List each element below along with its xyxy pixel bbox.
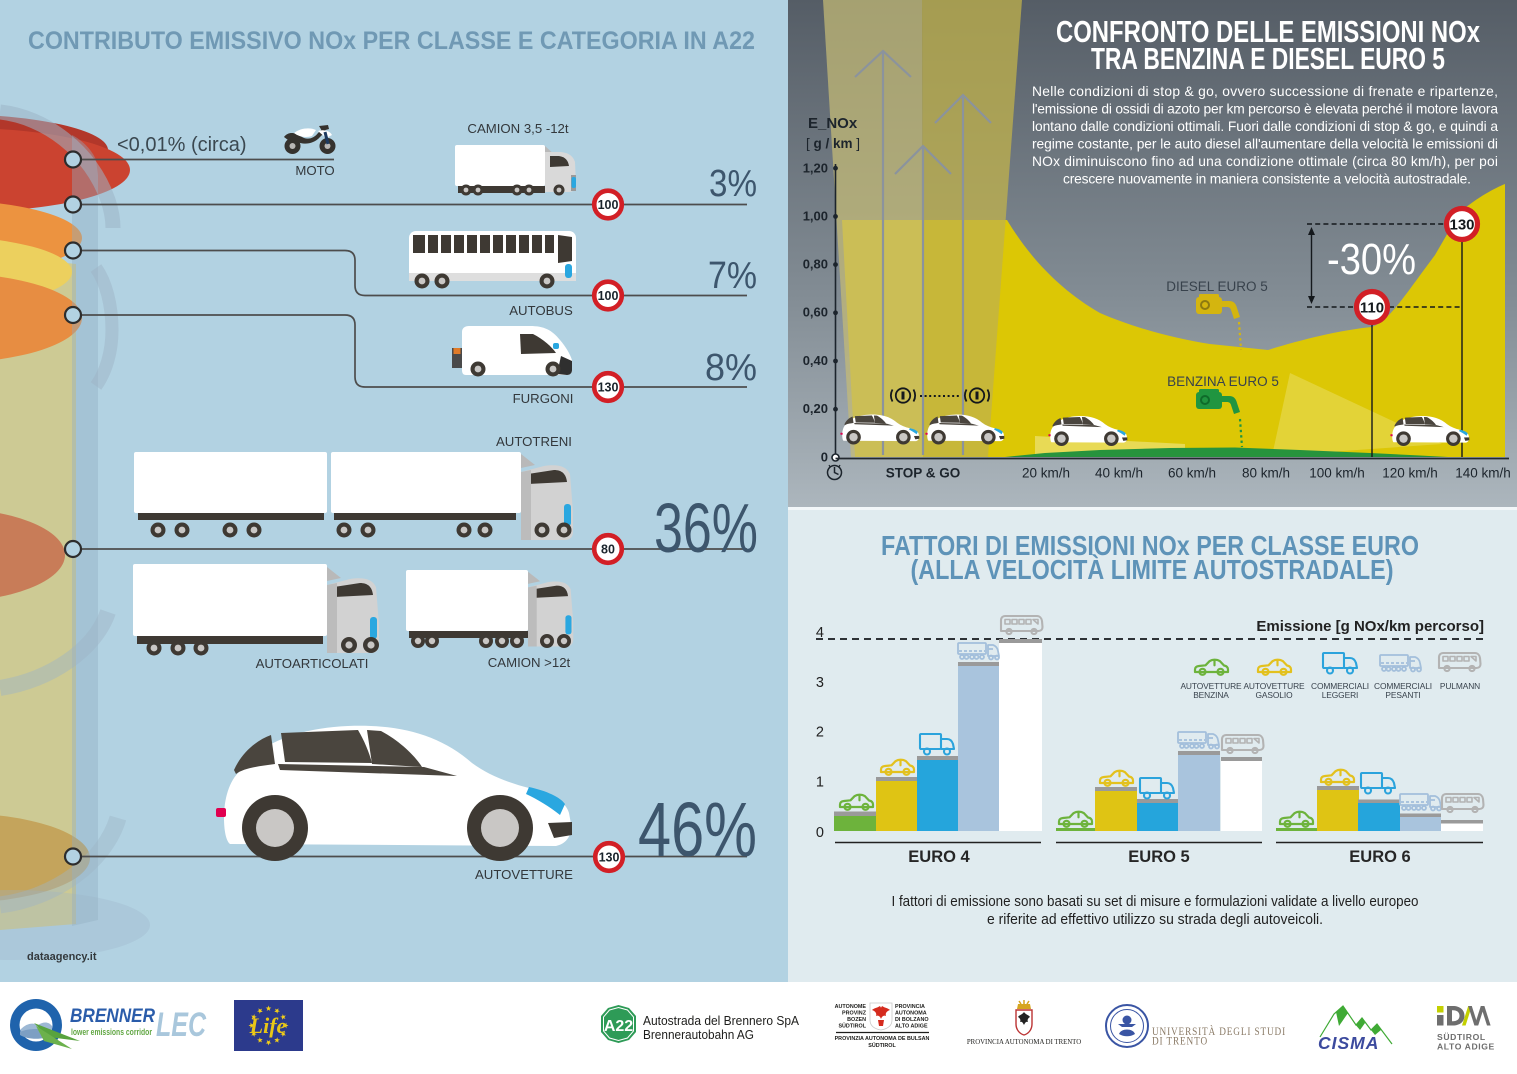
svg-text:ALTO ADIGE: ALTO ADIGE — [1437, 1042, 1495, 1052]
svg-text:PULMANN: PULMANN — [1440, 681, 1480, 691]
svg-text:120 km/h: 120 km/h — [1382, 466, 1438, 481]
svg-text:20 km/h: 20 km/h — [1022, 466, 1070, 481]
svg-text:l'emissione di ossidi di azoto: l'emissione di ossidi di azoto per km pe… — [1032, 102, 1498, 117]
svg-text:1,20: 1,20 — [803, 161, 828, 176]
svg-text:AUTOVETTURE: AUTOVETTURE — [475, 867, 573, 882]
svg-text:DIESEL EURO 5: DIESEL EURO 5 — [1166, 279, 1268, 294]
svg-text:regime costante, per le auto d: regime costante, per le auto diesel all'… — [1032, 137, 1498, 152]
svg-text:4: 4 — [816, 625, 824, 641]
svg-text:Nelle condizioni di stop & go,: Nelle condizioni di stop & go, ovvero su… — [1032, 84, 1498, 99]
svg-text:crescere nuovamente in maniera: crescere nuovamente in maniera consisten… — [1063, 172, 1471, 187]
svg-text:BOZEN: BOZEN — [847, 1017, 866, 1023]
svg-text:E_NOx: E_NOx — [808, 115, 858, 132]
svg-text:SÜDTIROL: SÜDTIROL — [838, 1023, 866, 1030]
svg-text:A22: A22 — [604, 1018, 633, 1035]
svg-text:AUTOVETTURE: AUTOVETTURE — [1180, 681, 1242, 691]
svg-text:-30%: -30% — [1327, 235, 1416, 284]
svg-text:DI TRENTO: DI TRENTO — [1152, 1034, 1208, 1048]
svg-text:CONTRIBUTO EMISSIVO NOx PER CL: CONTRIBUTO EMISSIVO NOx PER CLASSE E CAT… — [28, 27, 755, 55]
svg-text:(ALLA VELOCITÀ LIMITE AUTOSTRA: (ALLA VELOCITÀ LIMITE AUTOSTRADALE) — [911, 554, 1394, 585]
svg-text:<0,01% (circa): <0,01% (circa) — [117, 134, 247, 156]
svg-text:AUTONOMA: AUTONOMA — [895, 1011, 927, 1017]
svg-text:EURO 5: EURO 5 — [1128, 848, 1189, 866]
svg-text:130: 130 — [1449, 217, 1474, 234]
svg-text:ALTO ADIGE: ALTO ADIGE — [895, 1024, 928, 1030]
svg-text:STOP & GO: STOP & GO — [886, 466, 961, 481]
svg-text:AUTOARTICOLATI: AUTOARTICOLATI — [256, 656, 369, 671]
svg-text:0,60: 0,60 — [803, 305, 828, 320]
svg-text:80: 80 — [601, 543, 615, 557]
svg-text:AUTOBUS: AUTOBUS — [509, 303, 573, 318]
svg-text:COMMERCIALI: COMMERCIALI — [1374, 681, 1432, 691]
svg-text:EURO 4: EURO 4 — [908, 848, 970, 866]
svg-text:CAMION 3,5 -12t: CAMION 3,5 -12t — [467, 121, 568, 136]
svg-text:SÜDTIROL: SÜDTIROL — [868, 1042, 896, 1049]
svg-text:lontano dalle condizioni ottim: lontano dalle condizioni ottimali. Fuori… — [1032, 119, 1498, 134]
svg-text:I fattori di emissione sono ba: I fattori di emissione sono basati su se… — [892, 893, 1419, 910]
svg-text:2: 2 — [816, 725, 824, 741]
svg-text:UNIVERSITÀ DEGLI STUDI: UNIVERSITÀ DEGLI STUDI — [1152, 1024, 1286, 1038]
svg-text:0,40: 0,40 — [803, 353, 828, 368]
svg-text:PROVINZIA AUTONOMA DE BULSAN: PROVINZIA AUTONOMA DE BULSAN — [835, 1036, 930, 1042]
svg-text:LEC: LEC — [156, 1006, 206, 1044]
svg-text:80 km/h: 80 km/h — [1242, 466, 1290, 481]
svg-text:DI BOLZANO: DI BOLZANO — [895, 1017, 929, 1023]
svg-text:PESANTI: PESANTI — [1385, 690, 1420, 700]
svg-text:BRENNER: BRENNER — [70, 1006, 155, 1027]
svg-text:7%: 7% — [708, 255, 757, 297]
svg-text:e riferite ad effettivo utiliz: e riferite ad effettivo utilizzo su stra… — [987, 911, 1323, 928]
svg-text:40 km/h: 40 km/h — [1095, 466, 1143, 481]
svg-text:FURGONI: FURGONI — [513, 391, 574, 406]
svg-text:AUTOVETTURE: AUTOVETTURE — [1243, 681, 1305, 691]
svg-text:NOx diminuiscono fino ad una c: NOx diminuiscono fino ad una condizione … — [1032, 154, 1498, 169]
svg-text:8%: 8% — [705, 347, 757, 389]
svg-text:PROVINCIA: PROVINCIA — [895, 1004, 925, 1010]
svg-text:Life: Life — [249, 1013, 287, 1038]
svg-text:0,20: 0,20 — [803, 401, 828, 416]
svg-text:110: 110 — [1360, 300, 1384, 317]
svg-text:130: 130 — [599, 851, 620, 865]
svg-text:130: 130 — [598, 381, 619, 395]
svg-text:COMMERCIALI: COMMERCIALI — [1311, 681, 1369, 691]
svg-text:Emissione [g NOx/km percorso]: Emissione [g NOx/km percorso] — [1256, 618, 1484, 635]
svg-text:Autostrada del Brennero SpA: Autostrada del Brennero SpA — [643, 1014, 800, 1028]
svg-text:EURO 6: EURO 6 — [1349, 848, 1410, 866]
svg-text:60 km/h: 60 km/h — [1168, 466, 1216, 481]
svg-text:46%: 46% — [638, 787, 757, 873]
svg-text:LEGGERI: LEGGERI — [1322, 690, 1359, 700]
svg-text:CAMION >12t: CAMION >12t — [488, 655, 571, 670]
svg-text:1,00: 1,00 — [803, 209, 828, 224]
svg-text:lower emissions corridor: lower emissions corridor — [71, 1027, 152, 1037]
svg-text:3: 3 — [816, 675, 824, 691]
svg-text:MOTO: MOTO — [295, 163, 334, 178]
svg-text:GASOLIO: GASOLIO — [1256, 690, 1294, 700]
svg-text:CISMA: CISMA — [1318, 1033, 1379, 1053]
svg-text:TRA BENZINA E DIESEL EURO 5: TRA BENZINA E DIESEL EURO 5 — [1091, 41, 1445, 76]
svg-text:SÜDTIROL: SÜDTIROL — [1437, 1032, 1486, 1042]
svg-text:CONFRONTO DELLE EMISSIONI NOx: CONFRONTO DELLE EMISSIONI NOx — [1056, 14, 1481, 49]
svg-text:36%: 36% — [654, 489, 758, 567]
svg-text:140 km/h: 140 km/h — [1455, 466, 1511, 481]
svg-text:0,80: 0,80 — [803, 257, 828, 272]
svg-text:PROVINCIA AUTONOMA DI TRENTO: PROVINCIA AUTONOMA DI TRENTO — [967, 1039, 1081, 1046]
svg-text:[ g / km ]: [ g / km ] — [806, 136, 860, 151]
svg-text:100: 100 — [598, 289, 619, 303]
svg-text:3%: 3% — [709, 163, 757, 205]
svg-text:dataagency.it: dataagency.it — [27, 951, 97, 963]
svg-text:BENZINA EURO 5: BENZINA EURO 5 — [1167, 374, 1279, 389]
svg-text:AUTOTRENI: AUTOTRENI — [496, 434, 572, 449]
svg-text:BENZINA: BENZINA — [1193, 690, 1229, 700]
svg-text:0: 0 — [816, 825, 824, 841]
svg-text:FATTORI DI EMISSIONI NOx PER C: FATTORI DI EMISSIONI NOx PER CLASSE EURO — [881, 530, 1419, 561]
svg-text:100 km/h: 100 km/h — [1309, 466, 1365, 481]
svg-text:Brennerautobahn AG: Brennerautobahn AG — [643, 1028, 754, 1042]
svg-text:AUTONOME: AUTONOME — [835, 1004, 867, 1010]
svg-text:1: 1 — [816, 775, 824, 791]
svg-text:100: 100 — [598, 198, 619, 212]
svg-text:0: 0 — [821, 450, 828, 465]
svg-text:PROVINZ: PROVINZ — [842, 1011, 867, 1017]
